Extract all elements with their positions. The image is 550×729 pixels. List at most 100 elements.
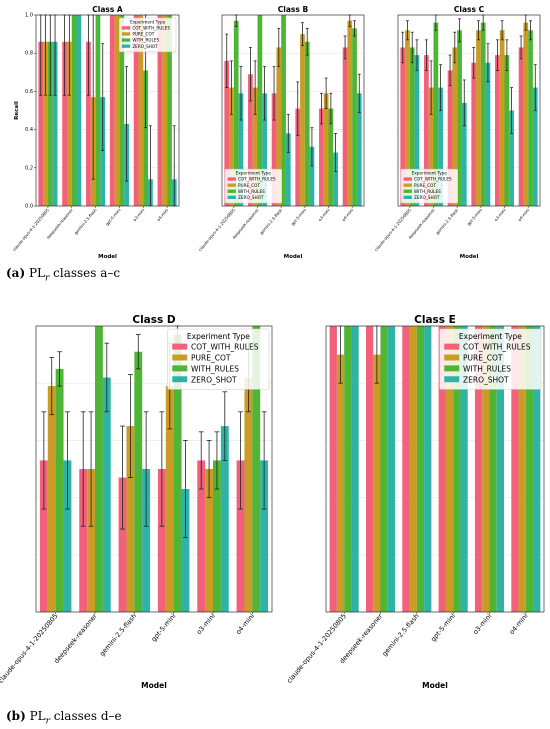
legend-label: WITH_RULES [132,38,159,43]
x-tick-label: o4-mini [508,612,530,636]
bar [66,41,72,206]
x-tick-label: gpt-5-mini [429,612,457,643]
legend-label: ZERO_SHOT [414,195,440,200]
bar [244,377,253,612]
chart-title: Class E [414,314,456,326]
y-axis-label: Recall [14,101,20,120]
legend-box [224,168,283,204]
bar [224,60,230,207]
legend-swatch [227,183,236,187]
bar [523,22,529,206]
x-axis-label: Model [98,254,117,260]
x-axis-label: Model [422,681,448,690]
legend-swatch [403,177,412,181]
bar [380,326,388,612]
bar [387,326,396,612]
legend-label: PURE_COT [238,183,260,188]
bar [43,41,48,206]
x-tick-label: deepseek-reasoner [53,612,99,665]
bar [38,41,44,206]
bar [347,20,353,207]
bar [495,55,500,206]
caption-b: (b) PLr classes d–e [6,709,122,726]
bar [114,15,120,206]
legend-label: COT_WITH_RULES [132,26,170,31]
bar [424,55,429,206]
bar [476,30,481,207]
bar [365,326,374,612]
bar [165,386,174,612]
legend-label: ZERO_SHOT [238,195,264,200]
bar [504,55,510,206]
x-tick-label: o3-mini [132,207,146,222]
x-tick-label: gemini-2.5-flash [98,612,138,658]
bar [323,93,329,206]
caption-a-post: classes a–c [49,266,121,280]
legend-label: COT_WITH_RULES [191,343,259,352]
caption-a: (a) PLr classes a–c [6,266,120,283]
bar [55,368,64,612]
bar [142,469,151,612]
legend: Experiment Type COT_WITH_RULES PURE_COTWIT… [167,328,270,390]
y-tick-label: 0.8 [25,51,33,57]
legend-swatch [121,32,131,36]
bar [143,70,149,206]
bar [62,41,67,206]
legend-label: WITH_RULES [463,364,511,373]
chart-class-e: Class Eclaude-opus-4-1-20250805deepseek-… [285,314,545,690]
bar [229,87,234,206]
bar [333,152,338,206]
caption-b-pre: PL [29,709,46,723]
bar [238,93,244,206]
bar [119,15,125,206]
legend-label: ZERO_SHOT [463,375,509,384]
legend-label: COT_WITH_RULES [238,177,276,182]
bar [167,15,172,206]
bar [409,47,415,206]
bar [71,15,77,206]
bar [197,460,206,612]
bar [533,326,541,612]
bar [452,47,458,206]
plot-frame [35,325,273,613]
legend-swatch [172,354,188,361]
bar [295,108,301,206]
chart-class-d: Class D claude-opus-4-1-20250805deepseek-… [0,314,273,690]
legend-swatch [172,365,188,372]
legend-swatch [121,44,131,48]
caption-b-sub: r [45,716,50,727]
legend-swatch [403,195,412,200]
bar [220,426,229,612]
bar [236,460,245,612]
bar [252,326,261,612]
x-tick-label: gemini-2.5-flash [435,207,460,235]
legend-box [400,168,459,204]
bar [86,41,91,206]
bar [157,469,166,612]
x-tick-label: o3-mini [195,612,217,636]
caption-a-label: (a) [6,266,26,280]
bar [352,28,357,207]
bar [445,326,454,612]
bar [409,326,417,612]
plot-frame [325,325,545,613]
bar [173,334,182,612]
legend-label: WITH_RULES [238,189,265,194]
bar [489,326,497,612]
y-tick-label: 1.0 [25,13,33,19]
chart-class-a: Class A claude-opus-4-1-20250805deepseek-… [11,5,180,260]
x-tick-label: gemini-2.5-flash [381,612,421,658]
bar [482,326,490,612]
bar [213,460,221,612]
bar [511,326,519,612]
legend-label: COT_WITH_RULES [463,343,531,352]
legend-swatch [403,189,412,193]
legend-label: PURE_COT [132,32,154,37]
bar [344,326,352,612]
x-tick-label: deepseek-reasoner [231,207,260,240]
legend-title: Experiment Type [236,171,272,176]
x-axis-label: Model [141,681,167,690]
bar [351,326,359,612]
bar [285,133,291,206]
bar [118,477,127,612]
